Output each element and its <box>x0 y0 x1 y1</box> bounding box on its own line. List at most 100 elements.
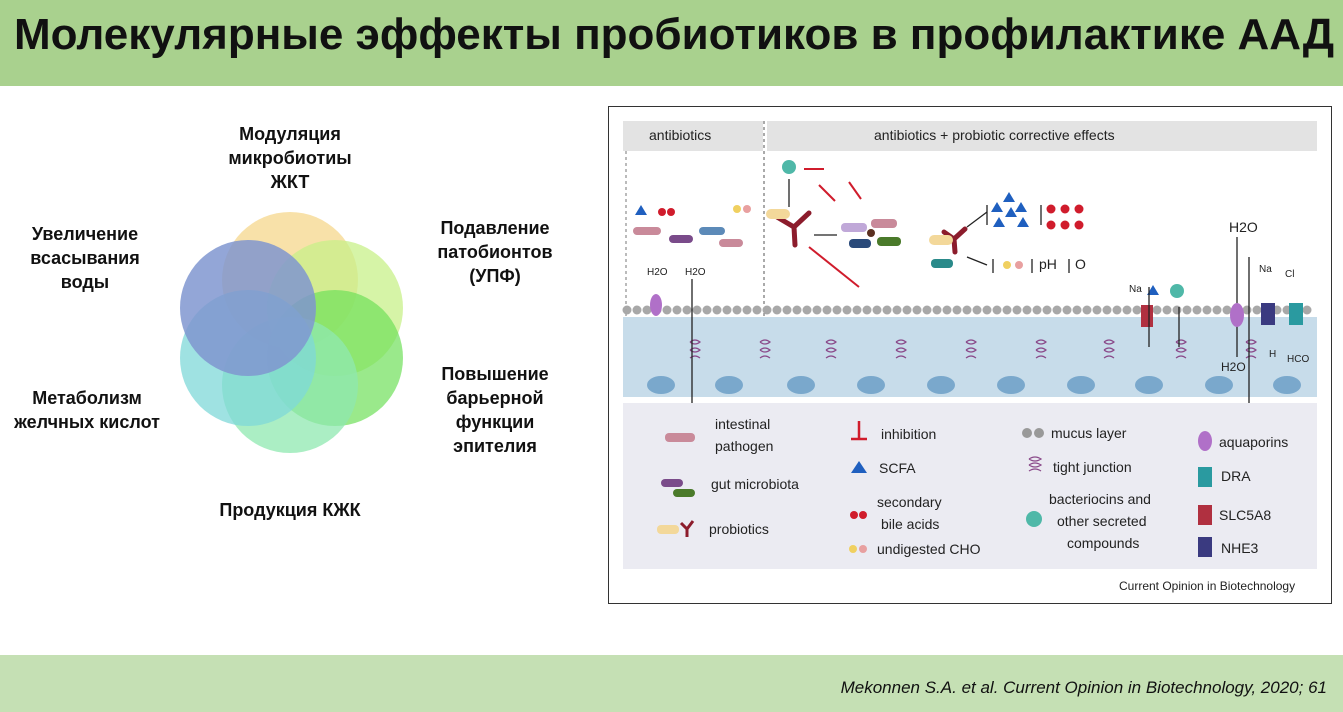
label-line: ЖКТ <box>270 172 310 192</box>
hco3-label: HCO <box>1287 354 1309 365</box>
label-line: (УПФ) <box>469 266 521 286</box>
cho-icon <box>1003 261 1011 269</box>
mucus-bead <box>992 305 1002 315</box>
na-label: Na <box>1259 264 1272 275</box>
mucus-bead <box>1002 305 1012 315</box>
mucus-bead <box>932 305 942 315</box>
nhe3-icon <box>1261 303 1275 325</box>
label-modulation: Модуляция микробиотиы ЖКТ <box>215 122 365 194</box>
nucleus <box>1135 376 1163 394</box>
scfa-triangle <box>1017 217 1029 227</box>
mucus-bead <box>1202 305 1212 315</box>
label-line: микробиотиы <box>228 148 352 168</box>
bile-acid-icon <box>850 511 858 519</box>
nucleus <box>1067 376 1095 394</box>
mucus-layer <box>622 305 1312 315</box>
tight-junction <box>689 339 701 359</box>
mucus-icon <box>1034 428 1044 438</box>
scfa-triangle-icon <box>1147 285 1159 295</box>
mucus-bead <box>832 305 842 315</box>
mucus-bead <box>752 305 762 315</box>
bile-acid-icon <box>667 208 675 216</box>
inhibition-icon <box>851 421 867 441</box>
legend-probiotics: probiotics <box>709 521 769 537</box>
mucus-bead <box>1252 305 1262 315</box>
label-bile: Метаболизм желчных кислот <box>2 386 172 434</box>
legend-aquaporins: aquaporins <box>1219 434 1288 450</box>
mucus-bead <box>872 305 882 315</box>
label-line: барьерной <box>446 388 544 408</box>
label-line: эпителия <box>453 436 537 456</box>
pathogen-icon <box>719 239 743 247</box>
na-label: Na <box>1129 284 1142 295</box>
probiotic-capsule-icon <box>766 209 790 219</box>
mucus-bead <box>722 305 732 315</box>
mucus-bead <box>1072 305 1082 315</box>
label-line: желчных кислот <box>14 412 160 432</box>
cho-icon <box>743 205 751 213</box>
mucus-bead <box>1182 305 1192 315</box>
mucus-bead <box>812 305 822 315</box>
slide-title: Молекулярные эффекты пробиотиков в профи… <box>14 10 1335 59</box>
nucleus <box>857 376 885 394</box>
mucus-bead <box>782 305 792 315</box>
legend-bacteriocins-1: bacteriocins and <box>1049 491 1151 507</box>
microbiota-icon <box>669 235 693 243</box>
mucus-bead <box>892 305 902 315</box>
legend-scfa: SCFA <box>879 460 916 476</box>
o2-label: O <box>1075 256 1086 272</box>
inhibition-line <box>808 246 860 288</box>
scfa-triangle <box>1003 192 1015 202</box>
tight-junction <box>759 339 771 359</box>
label-line: Увеличение <box>31 224 139 244</box>
microbiota-icon <box>871 219 897 228</box>
mucus-bead <box>972 305 982 315</box>
label-line: Метаболизм <box>32 388 142 408</box>
mucus-bead <box>912 305 922 315</box>
mucus-bead <box>682 305 692 315</box>
mucus-bead <box>1162 305 1172 315</box>
legend-bacteriocins-3: compounds <box>1067 535 1139 551</box>
probiotic-y-icon <box>679 520 695 537</box>
mucus-bead <box>1082 305 1092 315</box>
inhibition-line <box>848 181 862 200</box>
mucus-bead <box>762 305 772 315</box>
figure-panel: antibiotics antibiotics + probiotic corr… <box>608 106 1332 604</box>
scfa-triangle <box>1015 202 1027 212</box>
mucus-bead <box>692 305 702 315</box>
label-line: Повышение <box>441 364 549 384</box>
mucus-bead <box>1032 305 1042 315</box>
mucus-bead <box>922 305 932 315</box>
mucus-bead <box>1092 305 1102 315</box>
bacteriocin-icon <box>1170 284 1184 298</box>
microbiota-icon <box>841 223 867 232</box>
nucleus <box>997 376 1025 394</box>
nucleus <box>647 376 675 394</box>
mucus-bead <box>622 305 632 315</box>
citation: Mekonnen S.A. et al. Current Opinion in … <box>840 678 1327 697</box>
mucus-bead <box>902 305 912 315</box>
h2o-label: H2O <box>685 267 706 278</box>
mucus-bead <box>1112 305 1122 315</box>
mucus-bead <box>672 305 682 315</box>
mucus-bead <box>1302 305 1312 315</box>
microbiota-icon <box>699 227 725 235</box>
legend-nhe3: NHE3 <box>1221 540 1259 556</box>
bacteriocin-icon <box>782 160 796 174</box>
mucus-bead <box>982 305 992 315</box>
label-scfa: Продукция КЖК <box>200 498 380 522</box>
tight-junction <box>1035 339 1047 359</box>
dra-icon <box>1198 467 1212 487</box>
dra-icon <box>1289 303 1303 325</box>
label-line: Подавление <box>440 218 550 238</box>
nucleus <box>787 376 815 394</box>
bacteriocin-icon <box>1026 511 1042 527</box>
nucleus <box>927 376 955 394</box>
nucleus <box>715 376 743 394</box>
legend-bacteriocins-2: other secreted <box>1057 513 1147 529</box>
nucleus <box>1205 376 1233 394</box>
tight-junction <box>895 339 907 359</box>
bile-acid <box>1060 204 1070 214</box>
probiotic-y-icon <box>941 226 968 255</box>
pathogen-icon <box>633 227 661 235</box>
